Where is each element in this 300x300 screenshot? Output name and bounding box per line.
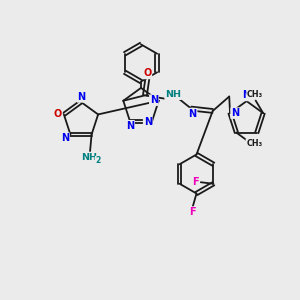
Text: NH: NH bbox=[81, 154, 97, 163]
Text: N: N bbox=[144, 117, 152, 127]
Text: CH₃: CH₃ bbox=[246, 139, 262, 148]
Text: N: N bbox=[242, 90, 250, 100]
Text: N: N bbox=[126, 121, 134, 131]
Text: NH: NH bbox=[165, 90, 181, 99]
Text: N: N bbox=[150, 95, 158, 105]
Text: N: N bbox=[231, 108, 239, 118]
Text: N: N bbox=[188, 109, 197, 119]
Text: O: O bbox=[143, 68, 152, 79]
Text: CH₃: CH₃ bbox=[247, 90, 263, 99]
Text: 2: 2 bbox=[96, 157, 101, 166]
Text: N: N bbox=[77, 92, 86, 102]
Text: N: N bbox=[61, 133, 69, 143]
Text: O: O bbox=[54, 109, 62, 119]
Text: F: F bbox=[190, 207, 196, 217]
Text: F: F bbox=[192, 177, 199, 187]
